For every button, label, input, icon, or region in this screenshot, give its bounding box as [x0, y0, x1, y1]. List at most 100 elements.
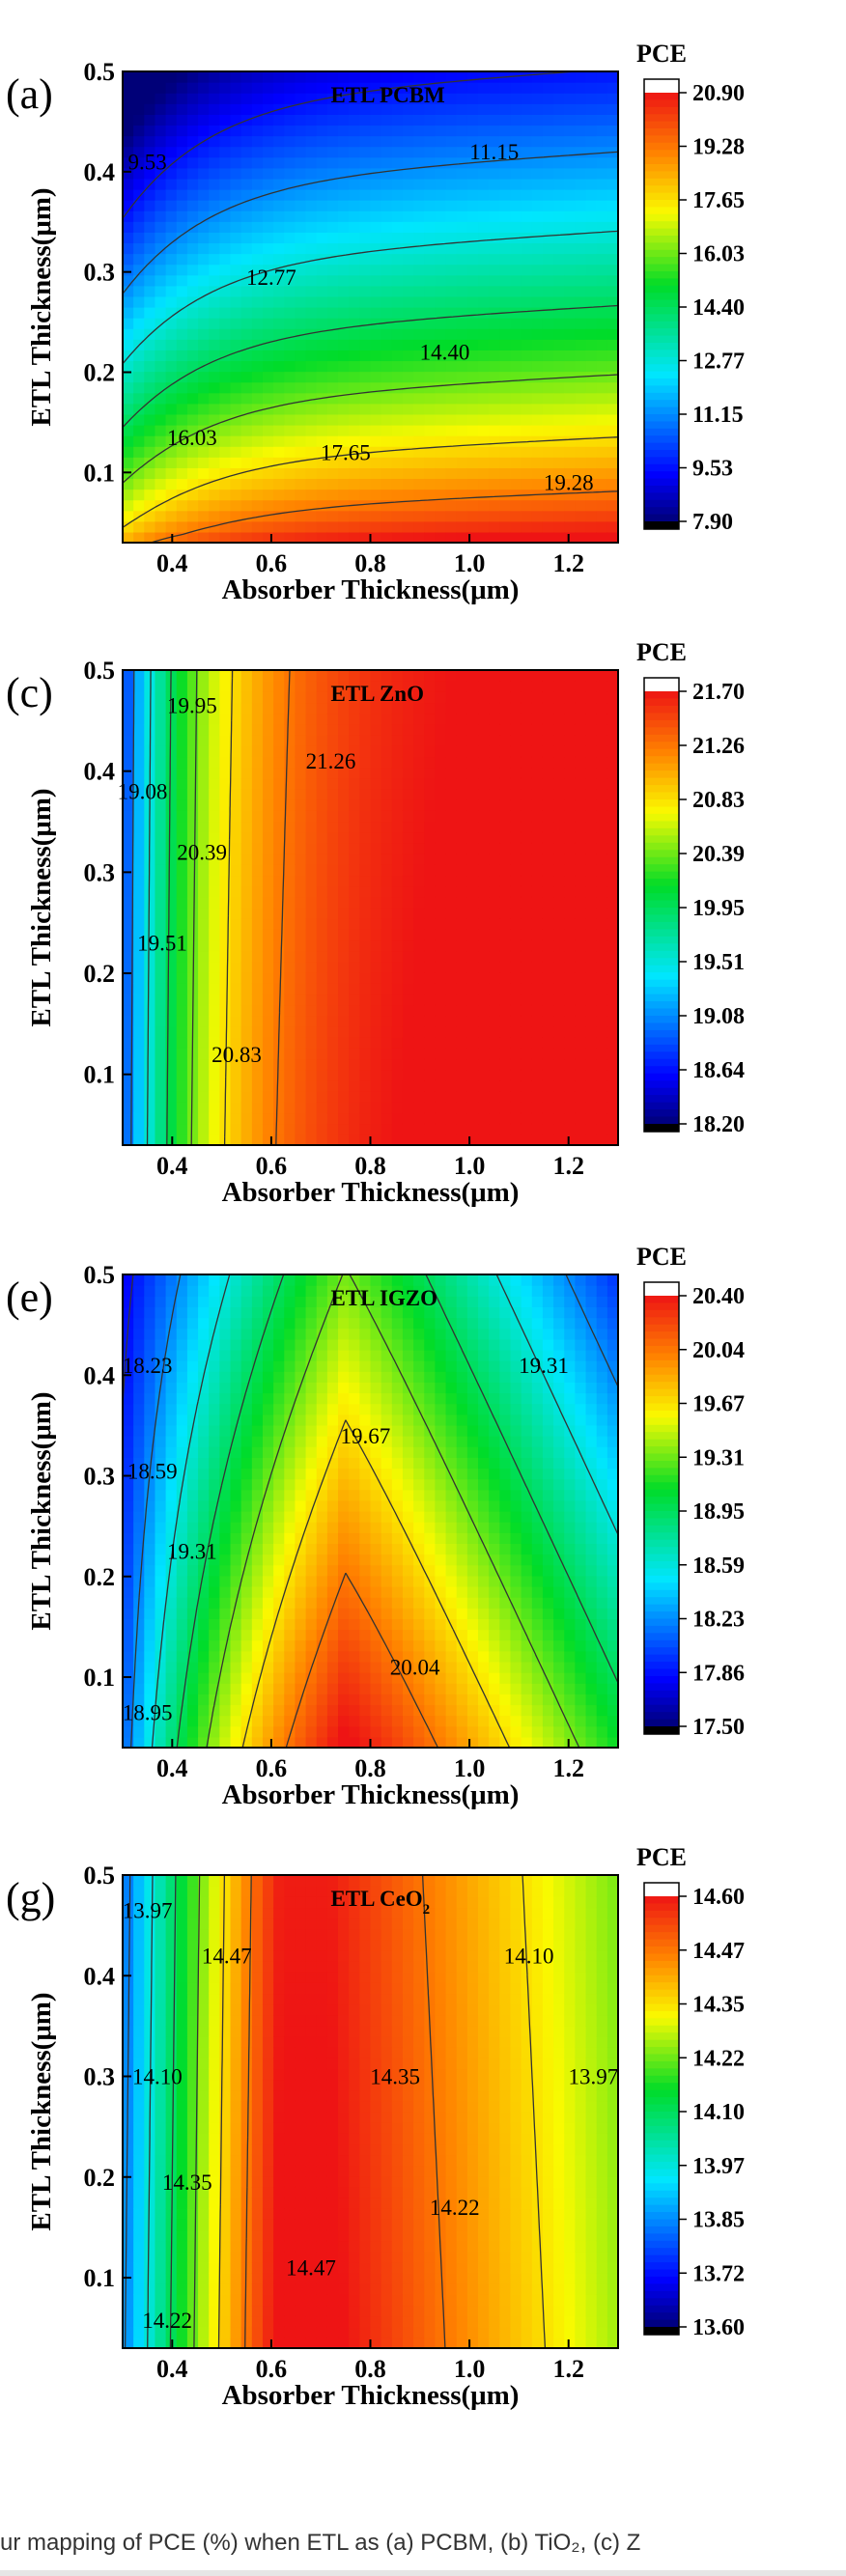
heatmap-cell	[402, 1026, 414, 1038]
heatmap-cell	[585, 1079, 598, 1092]
heatmap-cell	[413, 221, 425, 233]
heatmap-cell	[391, 435, 404, 447]
heatmap-cell	[176, 1102, 188, 1114]
heatmap-cell	[305, 435, 318, 447]
heatmap-cell	[478, 200, 490, 211]
heatmap-cell	[478, 1069, 490, 1081]
colorbar-swatch	[644, 178, 679, 186]
heatmap-cell	[209, 1650, 220, 1663]
heatmap-cell	[176, 1694, 188, 1706]
heatmap-cell	[596, 318, 608, 329]
heatmap-cell	[381, 1015, 393, 1027]
heatmap-cell	[531, 318, 544, 329]
heatmap-cell	[165, 413, 178, 426]
heatmap-cell	[165, 1639, 178, 1652]
heatmap-cell	[165, 821, 178, 833]
heatmap-cell	[165, 875, 178, 887]
heatmap-cell	[478, 221, 490, 233]
heatmap-cell	[435, 810, 447, 823]
heatmap-cell	[585, 242, 598, 255]
heatmap-cell	[262, 1048, 274, 1060]
heatmap-cell	[510, 1112, 522, 1125]
heatmap-cell	[326, 1079, 339, 1092]
heatmap-cell	[466, 242, 479, 255]
heatmap-cell	[284, 994, 296, 1006]
heatmap-cell	[316, 854, 328, 865]
heatmap-cell	[349, 221, 360, 233]
heatmap-cell	[123, 1285, 134, 1297]
heatmap-cell	[198, 1349, 210, 1361]
heatmap-cell	[606, 745, 619, 758]
heatmap-cell	[435, 135, 447, 148]
heatmap-cell	[381, 339, 393, 350]
heatmap-cell	[165, 221, 178, 233]
heatmap-cell	[230, 264, 242, 276]
heatmap-cell	[338, 328, 350, 340]
heatmap-cell	[391, 1112, 404, 1125]
heatmap-cell	[240, 1037, 253, 1049]
heatmap-cell	[230, 242, 242, 255]
heatmap-cell	[305, 756, 318, 769]
heatmap-cell	[284, 1585, 296, 1598]
heatmap-cell	[445, 789, 458, 800]
heatmap-cell	[209, 295, 220, 308]
heatmap-cell	[402, 156, 414, 169]
heatmap-cell	[230, 908, 242, 919]
heatmap-cell	[133, 1511, 145, 1523]
heatmap-cell	[295, 831, 307, 844]
heatmap-cell	[305, 156, 318, 169]
heatmap-cell	[531, 457, 544, 468]
heatmap-cell	[165, 767, 178, 779]
heatmap-cell	[133, 1457, 145, 1470]
heatmap-cell	[359, 531, 372, 544]
heatmap-cell	[155, 478, 167, 490]
heatmap-cell	[521, 103, 533, 115]
heatmap-cell	[165, 264, 178, 276]
heatmap-cell	[133, 735, 145, 746]
heatmap-cell	[155, 242, 167, 255]
heatmap-cell	[424, 381, 437, 394]
heatmap-cell	[165, 125, 178, 137]
heatmap-cell	[186, 908, 199, 919]
heatmap-cell	[456, 489, 468, 501]
heatmap-cell	[391, 499, 404, 512]
heatmap-cell	[531, 82, 544, 94]
heatmap-cell	[155, 1489, 167, 1501]
heatmap-cell	[542, 670, 554, 682]
heatmap-cell	[133, 777, 145, 790]
heatmap-cell	[338, 285, 350, 297]
heatmap-cell	[305, 670, 318, 682]
heatmap-cell	[155, 1004, 167, 1017]
heatmap-cell	[510, 253, 522, 266]
heatmap-cell	[198, 1618, 210, 1631]
heatmap-cell	[284, 1371, 296, 1383]
heatmap-cell	[251, 1414, 264, 1426]
heatmap-cell	[251, 93, 264, 104]
heatmap-cell	[445, 339, 458, 350]
heatmap-cell	[240, 392, 253, 405]
heatmap-cell	[262, 1618, 274, 1631]
heatmap-cell	[499, 821, 512, 833]
heatmap-cell	[198, 918, 210, 930]
heatmap-cell	[240, 1639, 253, 1652]
heatmap-cell	[186, 189, 199, 201]
heatmap-cell	[326, 467, 339, 480]
heatmap-cell	[176, 1661, 188, 1673]
heatmap-cell	[478, 146, 490, 158]
heatmap-cell	[402, 777, 414, 790]
heatmap-cell	[155, 929, 167, 941]
heatmap-cell	[466, 510, 479, 522]
colorbar-tick-label: 18.64	[692, 1058, 745, 1083]
heatmap-cell	[606, 510, 619, 522]
heatmap-cell	[176, 1436, 188, 1447]
heatmap-cell	[240, 1532, 253, 1545]
heatmap-cell	[230, 1575, 242, 1587]
heatmap-cell	[155, 295, 167, 308]
heatmap-cell	[176, 896, 188, 909]
heatmap-cell	[456, 1102, 468, 1114]
heatmap-cell	[284, 1511, 296, 1523]
heatmap-cell	[326, 789, 339, 800]
heatmap-cell	[338, 167, 350, 180]
heatmap-cell	[402, 1015, 414, 1027]
heatmap-cell	[198, 854, 210, 865]
